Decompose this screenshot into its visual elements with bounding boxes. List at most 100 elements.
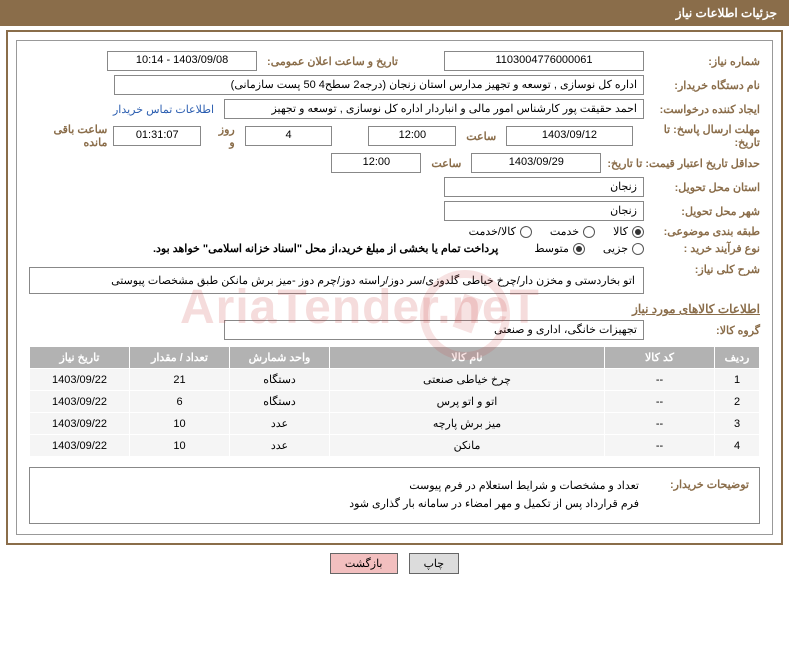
radio-icon: [632, 226, 644, 238]
category-option[interactable]: خدمت: [550, 225, 595, 238]
field-deadline-date: 1403/09/12: [506, 126, 633, 146]
table-row: 4--مانکنعدد101403/09/22: [30, 435, 760, 457]
field-goods-group: تجهیزات خانگی، اداری و صنعتی: [224, 320, 644, 340]
category-option[interactable]: کالا: [613, 225, 644, 238]
table-row: 2--اتو و اتو پرسدستگاه61403/09/22: [30, 391, 760, 413]
table-cell: --: [605, 435, 715, 457]
label-requester: ایجاد کننده درخواست:: [650, 103, 760, 116]
table-cell: 21: [130, 369, 230, 391]
field-province: زنجان: [444, 177, 644, 197]
button-row: چاپ بازگشت: [0, 553, 789, 574]
table-cell: 4: [715, 435, 760, 457]
contact-buyer-link[interactable]: اطلاعات تماس خریدار: [113, 103, 214, 116]
radio-label: کالا/خدمت: [469, 225, 516, 238]
row-buy-type: نوع فرآیند خرید : جزیی متوسط پرداخت تمام …: [29, 242, 760, 255]
field-remain-days: 4: [245, 126, 333, 146]
table-header: کد کالا: [605, 347, 715, 369]
table-cell: چرخ خیاطی صنعتی: [330, 369, 605, 391]
buytype-option[interactable]: جزیی: [603, 242, 644, 255]
section-goods-info: اطلاعات کالاهای مورد نیاز: [29, 302, 760, 316]
label-buyer-org: نام دستگاه خریدار:: [650, 79, 760, 92]
radio-group-category: کالا خدمت کالا/خدمت: [469, 225, 644, 238]
field-city: زنجان: [444, 201, 644, 221]
label-days-and: روز و: [211, 123, 235, 149]
radio-label: جزیی: [603, 242, 628, 255]
table-cell: 1403/09/22: [30, 413, 130, 435]
field-remain-time: 01:31:07: [113, 126, 201, 146]
radio-icon: [573, 243, 585, 255]
table-cell: 1: [715, 369, 760, 391]
table-cell: --: [605, 391, 715, 413]
radio-group-buytype: جزیی متوسط: [534, 242, 644, 255]
label-buyer-note: توضیحات خریدار:: [649, 478, 749, 513]
field-need-no: 1103004776000061: [444, 51, 644, 71]
label-category: طبقه بندی موضوعی:: [650, 225, 760, 238]
table-cell: 1403/09/22: [30, 435, 130, 457]
field-deadline-time: 12:00: [368, 126, 456, 146]
table-header: تاریخ نیاز: [30, 347, 130, 369]
table-header: ردیف: [715, 347, 760, 369]
row-category: طبقه بندی موضوعی: کالا خدمت کالا/خدمت: [29, 225, 760, 238]
print-button[interactable]: چاپ: [409, 553, 460, 574]
row-city: شهر محل تحویل: زنجان: [29, 201, 760, 221]
goods-table: ردیفکد کالانام کالاواحد شمارشتعداد / مقد…: [29, 346, 760, 457]
radio-icon: [520, 226, 532, 238]
label-goods-group: گروه کالا:: [650, 324, 760, 337]
table-cell: 10: [130, 435, 230, 457]
buyer-note-text: تعداد و مشخصات و شرایط استعلام در فرم پی…: [349, 478, 639, 513]
label-hour-1: ساعت: [466, 130, 496, 143]
table-cell: میز برش پارچه: [330, 413, 605, 435]
row-buyer-org: نام دستگاه خریدار: اداره کل نوسازی , توس…: [29, 75, 760, 95]
table-header: نام کالا: [330, 347, 605, 369]
radio-label: متوسط: [534, 242, 569, 255]
row-deadline: مهلت ارسال پاسخ: تا تاریخ: 1403/09/12 سا…: [29, 123, 760, 149]
table-cell: 1403/09/22: [30, 369, 130, 391]
label-deadline: مهلت ارسال پاسخ: تا تاریخ:: [639, 123, 760, 149]
radio-label: خدمت: [550, 225, 579, 238]
label-overview: شرح کلی نیاز:: [650, 263, 760, 276]
label-announce-dt: تاریخ و ساعت اعلان عمومی:: [267, 55, 398, 68]
table-cell: 3: [715, 413, 760, 435]
row-province: استان محل تحویل: زنجان: [29, 177, 760, 197]
form-panel: شماره نیاز: 1103004776000061 تاریخ و ساع…: [16, 40, 773, 535]
table-cell: دستگاه: [230, 391, 330, 413]
field-validity-date: 1403/09/29: [471, 153, 601, 173]
buyer-note-box: توضیحات خریدار: تعداد و مشخصات و شرایط ا…: [29, 467, 760, 524]
field-requester: احمد حقیقت پور کارشناس امور مالی و انبار…: [224, 99, 644, 119]
table-cell: 2: [715, 391, 760, 413]
header-title: جزئیات اطلاعات نیاز: [676, 6, 777, 20]
row-goods-group: گروه کالا: تجهیزات خانگی، اداری و صنعتی: [29, 320, 760, 340]
table-cell: مانکن: [330, 435, 605, 457]
field-overview: اتو بخاردستی و مخزن دار/چرخ خیاطی گلدوزی…: [29, 267, 644, 294]
table-header: واحد شمارش: [230, 347, 330, 369]
table-cell: عدد: [230, 435, 330, 457]
table-cell: 6: [130, 391, 230, 413]
row-overview: شرح کلی نیاز: اتو بخاردستی و مخزن دار/چر…: [29, 263, 760, 294]
table-cell: عدد: [230, 413, 330, 435]
label-validity: حداقل تاریخ اعتبار قیمت: تا تاریخ:: [607, 157, 760, 170]
table-header: تعداد / مقدار: [130, 347, 230, 369]
back-button[interactable]: بازگشت: [330, 553, 398, 574]
radio-icon: [583, 226, 595, 238]
buytype-option[interactable]: متوسط: [534, 242, 585, 255]
table-cell: 10: [130, 413, 230, 435]
label-remain: ساعت باقی مانده: [29, 123, 107, 149]
label-buy-type: نوع فرآیند خرید :: [650, 242, 760, 255]
radio-icon: [632, 243, 644, 255]
label-city: شهر محل تحویل:: [650, 205, 760, 218]
goods-table-wrap: ردیفکد کالانام کالاواحد شمارشتعداد / مقد…: [29, 346, 760, 457]
treasury-note: پرداخت تمام یا بخشی از مبلغ خرید،از محل …: [153, 242, 498, 255]
outer-frame: شماره نیاز: 1103004776000061 تاریخ و ساع…: [6, 30, 783, 545]
table-cell: اتو و اتو پرس: [330, 391, 605, 413]
category-option[interactable]: کالا/خدمت: [469, 225, 532, 238]
row-validity: حداقل تاریخ اعتبار قیمت: تا تاریخ: 1403/…: [29, 153, 760, 173]
table-cell: 1403/09/22: [30, 391, 130, 413]
row-need-no: شماره نیاز: 1103004776000061 تاریخ و ساع…: [29, 51, 760, 71]
radio-label: کالا: [613, 225, 628, 238]
page-header: جزئیات اطلاعات نیاز: [0, 0, 789, 26]
table-cell: --: [605, 369, 715, 391]
row-requester: ایجاد کننده درخواست: احمد حقیقت پور کارش…: [29, 99, 760, 119]
label-need-no: شماره نیاز:: [650, 55, 760, 68]
field-validity-time: 12:00: [331, 153, 421, 173]
label-province: استان محل تحویل:: [650, 181, 760, 194]
